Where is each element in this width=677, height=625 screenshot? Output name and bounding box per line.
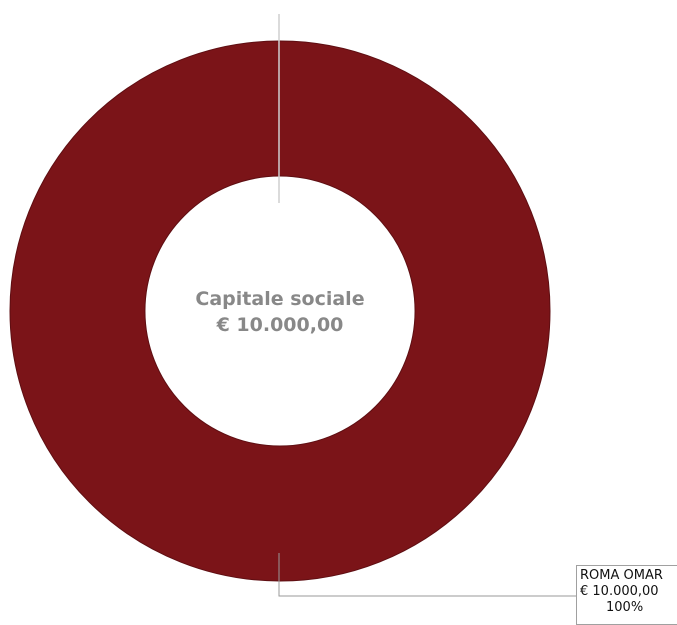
center-label-value: € 10.000,00 xyxy=(216,314,344,336)
center-label-title: Capitale sociale xyxy=(195,288,364,310)
slice-label-value: € 10.000,00 xyxy=(580,584,659,599)
slice-roma-omar xyxy=(9,40,551,582)
slice-label-box: ROMA OMAR € 10.000,00 100% xyxy=(576,565,677,625)
slice-label-leader-line xyxy=(278,553,576,597)
slices-group xyxy=(9,40,551,582)
slice-label-name: ROMA OMAR xyxy=(580,568,663,583)
slice-label-percent: 100% xyxy=(606,600,644,615)
